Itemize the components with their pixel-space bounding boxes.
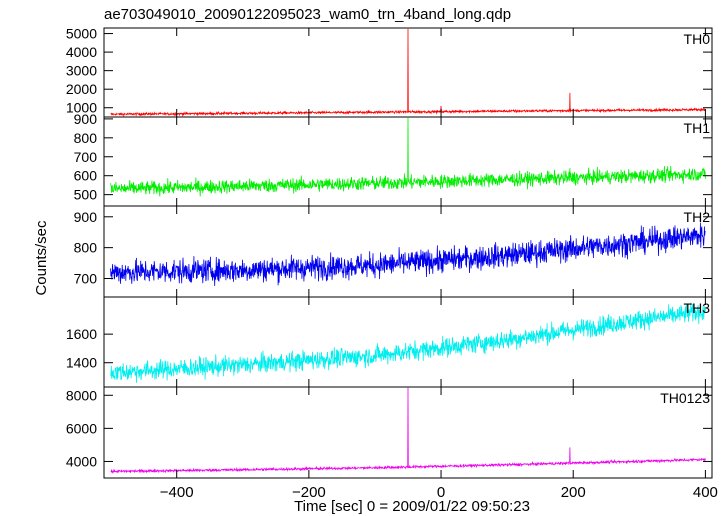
series-line-th3	[110, 302, 706, 383]
y-tick-label: 500	[74, 187, 98, 203]
y-tick-label: 2000	[66, 81, 97, 97]
x-tick-label: 400	[693, 484, 718, 501]
x-tick-label: −200	[292, 484, 326, 501]
y-tick-label: 5000	[66, 26, 97, 42]
panel-label-th0123: TH0123	[660, 390, 710, 406]
y-tick-label: 4000	[66, 44, 97, 60]
y-tick-label: 1400	[66, 355, 97, 371]
y-tick-label: 8000	[66, 387, 97, 403]
y-tick-label: 1000	[66, 100, 97, 116]
y-tick-label: 900	[74, 111, 98, 127]
panel-label-th0: TH0	[684, 31, 711, 47]
y-tick-label: 600	[74, 168, 98, 184]
panels-group: TH010002000300040005000TH150060070080090…	[66, 26, 718, 501]
x-tick-label: 200	[561, 484, 586, 501]
y-tick-label: 3000	[66, 63, 97, 79]
chart-title: ae703049010_20090122095023_wam0_trn_4ban…	[104, 6, 511, 23]
y-tick-label: 6000	[66, 420, 97, 436]
y-tick-label: 800	[74, 130, 98, 146]
x-axis-label: Time [sec] 0 = 2009/01/22 09:50:23	[294, 498, 530, 515]
panel-frame-th2	[103, 205, 713, 298]
x-tick-label: 0	[437, 484, 445, 501]
y-tick-label: 900	[74, 209, 98, 225]
y-tick-label: 800	[74, 240, 98, 256]
panel-label-th3: TH3	[684, 300, 711, 316]
series-line-th2	[110, 222, 706, 287]
series-line-th0123	[110, 387, 706, 474]
x-tick-label: −400	[160, 484, 194, 501]
panel-label-th1: TH1	[684, 120, 711, 136]
series-line-th1	[110, 117, 706, 197]
y-tick-label: 1600	[66, 326, 97, 342]
y-tick-label: 700	[74, 149, 98, 165]
panel-frame-th0123	[103, 386, 713, 479]
y-tick-label: 4000	[66, 453, 97, 469]
panel-label-th2: TH2	[684, 209, 711, 225]
y-tick-label: 700	[74, 270, 98, 286]
y-axis-label: Counts/sec	[33, 220, 50, 296]
series-line-th0	[110, 28, 706, 118]
